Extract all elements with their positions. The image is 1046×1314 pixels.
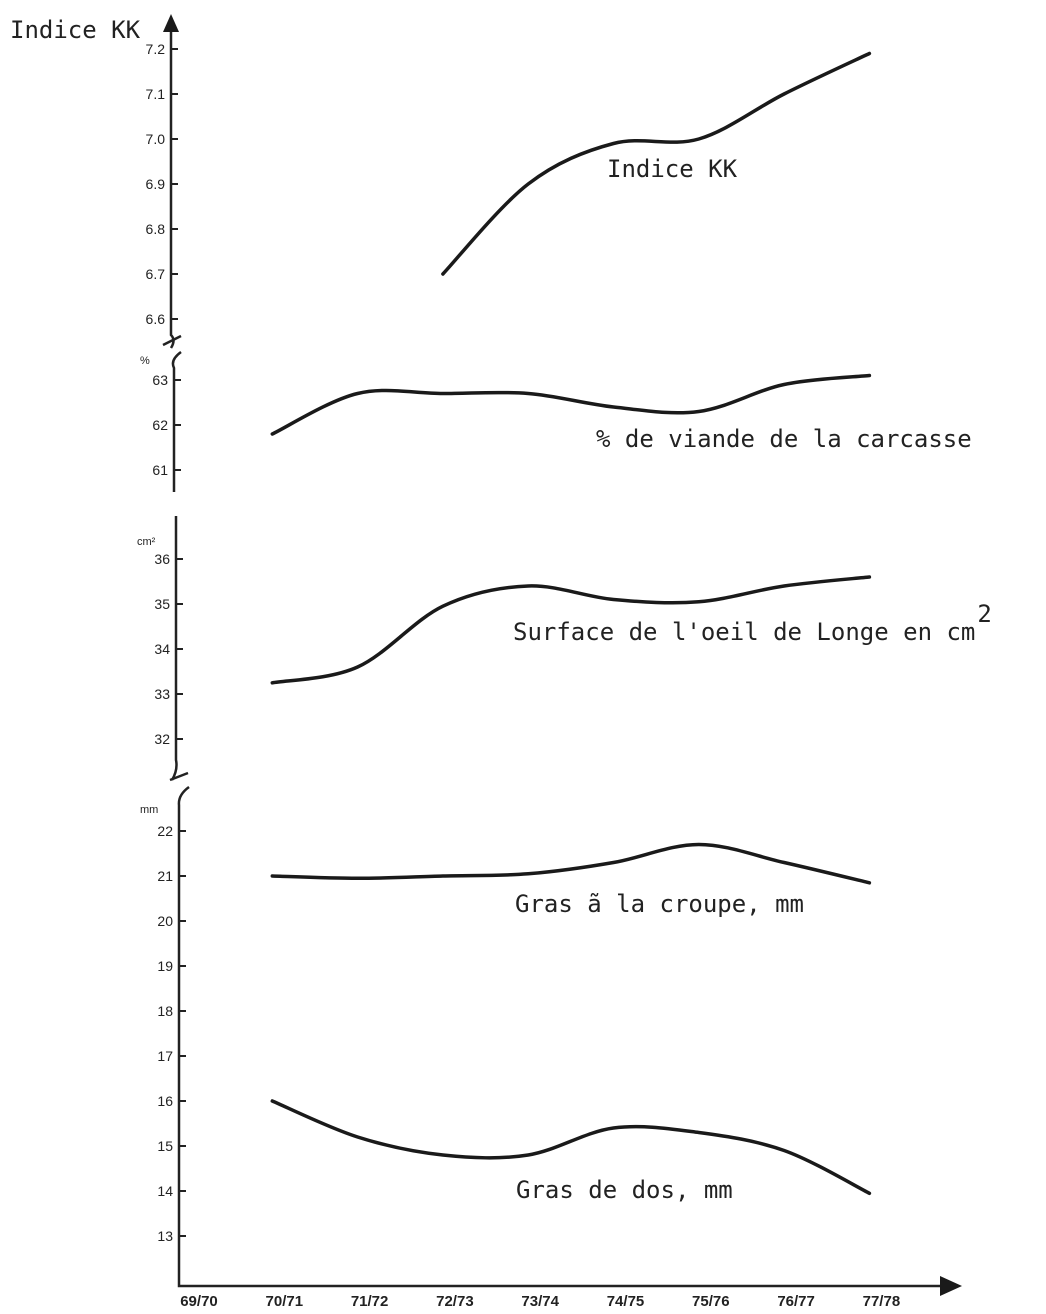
x-tick-label-7: 76/77 — [777, 1293, 815, 1310]
series-label-mm-1: Gras de dos, mm — [516, 1176, 733, 1204]
x-tick-label-6: 75/76 — [692, 1293, 730, 1310]
series-label-mm-0: Gras ã la croupe, mm — [515, 890, 804, 918]
y-tick-label-kk-3: 6.9 — [146, 176, 166, 192]
x-tick-label-3: 72/73 — [436, 1293, 474, 1310]
unit-label-surface: cm² — [137, 536, 156, 548]
x-tick-label-1: 70/71 — [266, 1293, 304, 1310]
y-axis-surface — [170, 516, 178, 781]
y-tick-label-surface-3: 35 — [154, 596, 170, 612]
series-line-mm-0 — [270, 842, 872, 885]
y-axis-kk — [169, 28, 175, 349]
y-tick-label-kk-0: 6.6 — [146, 311, 166, 327]
series-label-viande-0: % de viande de la carcasse — [596, 425, 972, 453]
x-tick-label-4: 73/74 — [521, 1293, 559, 1310]
y-ticks: 6.6 6.7 6.8 6.9 7.0 7.1 7.2 61 62 63 32 33 34 35 36 13 1… — [146, 41, 186, 1244]
axis-break-1 — [162, 334, 182, 347]
x-tick-label-5: 74/75 — [607, 1293, 645, 1310]
series-line-mm-1 — [270, 1099, 872, 1196]
unit-label-mm: mm — [140, 804, 158, 816]
y-axis-arrow — [163, 14, 179, 32]
y-tick-label-mm-5: 18 — [157, 1003, 173, 1019]
series-line-viande-0 — [270, 373, 872, 436]
series-line-surface-0 — [270, 575, 872, 685]
y-tick-label-surface-2: 34 — [154, 641, 170, 657]
y-tick-label-mm-8: 21 — [157, 868, 173, 884]
x-axis-arrow — [940, 1276, 962, 1296]
y-axis-title: Indice KK — [10, 16, 141, 44]
y-tick-label-mm-3: 16 — [157, 1093, 173, 1109]
y-tick-label-surface-1: 33 — [154, 686, 170, 702]
y-tick-label-surface-0: 32 — [154, 731, 170, 747]
y-tick-label-mm-6: 19 — [157, 958, 173, 974]
y-axis-viande — [171, 350, 182, 492]
y-tick-label-kk-6: 7.2 — [146, 41, 166, 57]
units: % cm² mm — [137, 355, 158, 816]
y-tick-label-viande-2: 63 — [152, 372, 168, 388]
y-tick-label-mm-4: 17 — [157, 1048, 173, 1064]
x-ticks: 69/70 70/71 71/72 72/73 73/74 74/75 75/76 76/77… — [180, 1293, 900, 1310]
y-tick-label-kk-4: 7.0 — [146, 131, 166, 147]
x-tick-label-8: 77/78 — [863, 1293, 901, 1310]
y-tick-label-mm-1: 14 — [157, 1183, 173, 1199]
series-label-surface-0: Surface de l'oeil de Longe en cm — [513, 618, 975, 646]
y-tick-label-viande-1: 62 — [152, 417, 168, 433]
x-tick-label-0: 69/70 — [180, 1293, 218, 1310]
series — [270, 51, 872, 1196]
y-tick-label-kk-2: 6.8 — [146, 221, 166, 237]
y-tick-label-surface-4: 36 — [154, 551, 170, 567]
y-tick-label-kk-5: 7.1 — [146, 86, 166, 102]
series-labels: Indice KK % de viande de la carcasse Surfa… — [513, 155, 992, 1204]
y-axis-mm — [177, 785, 945, 1288]
axes — [162, 14, 962, 1296]
y-tick-label-kk-1: 6.7 — [146, 266, 166, 282]
y-tick-label-mm-2: 15 — [157, 1138, 173, 1154]
series-line-kk-0 — [441, 51, 872, 276]
axis-break-2 — [169, 771, 189, 782]
series-label-kk-0: Indice KK — [607, 155, 738, 183]
x-tick-label-2: 71/72 — [351, 1293, 389, 1310]
y-tick-label-viande-0: 61 — [152, 462, 168, 478]
unit-label-viande: % — [140, 355, 150, 367]
y-tick-label-mm-7: 20 — [157, 913, 173, 929]
series-label-superscript-surface: 2 — [977, 600, 991, 628]
y-tick-label-mm-0: 13 — [157, 1228, 173, 1244]
y-tick-label-mm-9: 22 — [157, 823, 173, 839]
